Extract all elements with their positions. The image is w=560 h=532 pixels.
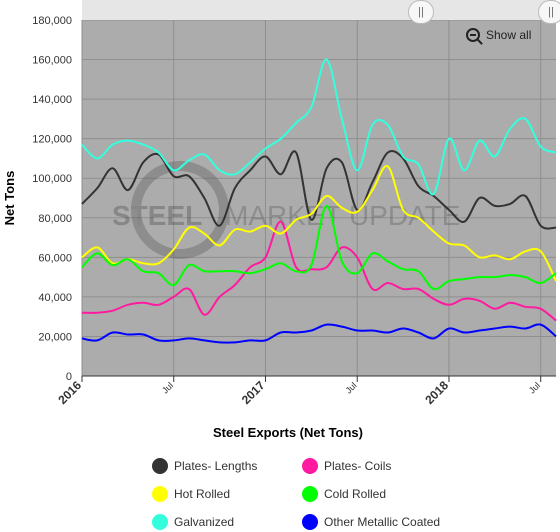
range-navigator[interactable]: || || — [82, 0, 560, 24]
series-line-plates-coils[interactable] — [81, 220, 557, 322]
x-tick-label: 2018 — [422, 378, 451, 407]
series-line-galvanized[interactable] — [81, 58, 557, 196]
handle-grip: || — [418, 6, 424, 18]
legend-label: Galvanized — [174, 515, 234, 529]
legend-label: Cold Rolled — [324, 487, 386, 501]
legend-label: Plates- Lengths — [174, 459, 257, 473]
legend: Plates- Lengths Plates- Coils Hot Rolled Co… — [152, 458, 440, 530]
y-tick-label: 40,000 — [38, 292, 72, 304]
series-line-hot-rolled[interactable] — [81, 165, 557, 282]
legend-marker — [302, 458, 318, 474]
y-tick-label: 80,000 — [38, 213, 72, 225]
y-tick-label: 20,000 — [38, 331, 72, 343]
legend-label: Hot Rolled — [174, 487, 230, 501]
series-line-other-metallic-coated[interactable] — [81, 323, 557, 344]
x-axis-title: Steel Exports (Net Tons) — [213, 425, 363, 440]
legend-item[interactable]: Galvanized — [152, 514, 234, 530]
navigator-right-handle[interactable]: || — [538, 0, 560, 24]
y-tick-label: 60,000 — [38, 252, 72, 264]
zoom-out-icon — [466, 28, 480, 42]
y-axis: 0 20,000 40,000 60,000 80,000 100,000 120,000 1… — [32, 15, 72, 383]
x-tick-label: Jul — [527, 380, 542, 395]
y-tick-label: 100,000 — [32, 173, 72, 185]
y-tick-label: 0 — [66, 371, 72, 383]
y-tick-label: 180,000 — [32, 15, 72, 27]
x-axis: 2016 Jul 2017 Jul 2018 Jul — [55, 375, 556, 407]
legend-marker — [152, 486, 168, 502]
legend-label: Other Metallic Coated — [324, 515, 440, 529]
gridlines — [81, 19, 556, 377]
y-axis-title: Net Tons — [2, 171, 17, 226]
y-tick-label: 160,000 — [32, 55, 72, 67]
series-line-cold-rolled[interactable] — [81, 204, 557, 291]
x-tick-label: 2016 — [55, 378, 84, 407]
x-tick-label: Jul — [160, 380, 175, 395]
legend-marker — [152, 514, 168, 530]
legend-marker — [302, 514, 318, 530]
navigator-left-handle[interactable]: || — [408, 0, 434, 24]
y-tick-label: 140,000 — [32, 94, 72, 106]
watermark-left: STEEL — [112, 200, 202, 231]
x-tick-label: Jul — [343, 380, 358, 395]
series-layer — [81, 58, 557, 344]
legend-label: Plates- Coils — [324, 459, 391, 473]
x-tick-label: 2017 — [239, 378, 268, 407]
legend-item[interactable]: Other Metallic Coated — [302, 514, 440, 530]
legend-item[interactable]: Cold Rolled — [302, 486, 386, 502]
show-all-button[interactable]: Show all — [466, 28, 531, 42]
legend-marker — [152, 458, 168, 474]
legend-marker — [302, 486, 318, 502]
legend-item[interactable]: Plates- Coils — [302, 458, 391, 474]
legend-item[interactable]: Plates- Lengths — [152, 458, 257, 474]
handle-grip: || — [548, 6, 554, 18]
legend-item[interactable]: Hot Rolled — [152, 486, 230, 502]
y-tick-label: 120,000 — [32, 134, 72, 146]
show-all-label: Show all — [486, 28, 532, 42]
